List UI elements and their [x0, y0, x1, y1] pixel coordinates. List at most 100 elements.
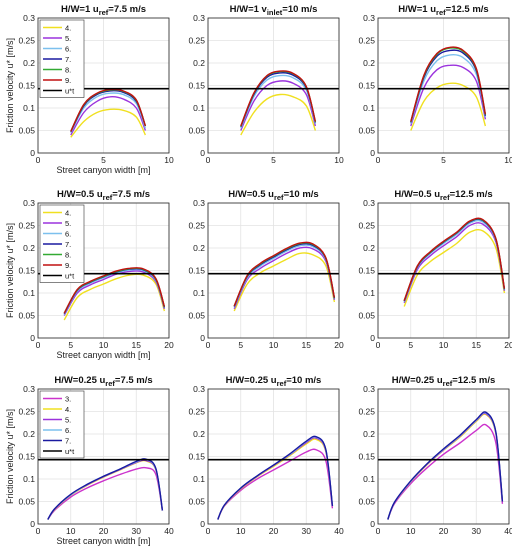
y-tick-label: 0.05 — [358, 497, 375, 507]
x-tick-label: 15 — [472, 340, 482, 350]
data-layer — [38, 87, 169, 138]
y-tick-label: 0.15 — [188, 81, 205, 91]
x-tick-label: 20 — [99, 526, 109, 536]
y-tick-label: 0.2 — [193, 429, 205, 439]
series-line-7 — [387, 411, 504, 520]
y-tick-label: 0 — [200, 148, 205, 158]
x-tick-label: 10 — [99, 340, 109, 350]
y-tick-label: 0.15 — [358, 452, 375, 462]
subplot-2: 0 0.05 0.1 0.15 0.2 0.25 0.3 0 5 10 H/W=1 vinlet=1… — [188, 4, 344, 165]
data-layer — [378, 411, 509, 520]
axes-frame — [207, 202, 340, 339]
y-tick-label: 0.3 — [193, 384, 205, 394]
y-tick-label: 0.15 — [188, 452, 205, 462]
y-tick-label: 0 — [30, 519, 35, 529]
legend-label: u*t — [65, 272, 75, 281]
legend-box — [39, 390, 85, 459]
x-tick-label: 40 — [504, 526, 512, 536]
y-tick-label: 0.2 — [193, 243, 205, 253]
subplot-7: 0 0.05 0.1 0.15 0.2 0.25 0.3 0 10 20 30 40 H/W=0.25 … — [5, 375, 174, 546]
y-tick-label: 0.1 — [363, 474, 375, 484]
subplot-title: H/W=0.5 uref=12.5 m/s — [394, 189, 492, 202]
legend-label: 6. — [65, 230, 71, 239]
x-tick-label: 15 — [302, 340, 312, 350]
x-tick-label: 0 — [206, 155, 211, 165]
series-line-5 — [403, 222, 506, 304]
axes-frame — [207, 388, 340, 525]
legend-label: 8. — [65, 251, 71, 260]
data-layer — [38, 458, 169, 520]
series-line-6 — [70, 92, 147, 134]
x-tick-label: 10 — [504, 155, 512, 165]
subplot-9: 0 0.05 0.1 0.15 0.2 0.25 0.3 0 10 20 30 40 H/W=0.25 … — [358, 375, 512, 536]
y-tick-label: 0.3 — [363, 13, 375, 23]
legend: 4.5. 6.7. 8.9. u*t — [39, 204, 85, 283]
x-tick-label: 0 — [376, 340, 381, 350]
x-tick-label: 0 — [376, 526, 381, 536]
series-line-9 — [403, 217, 506, 301]
legend-label: 9. — [65, 261, 71, 270]
x-tick-label: 40 — [334, 526, 344, 536]
y-tick-label: 0.15 — [188, 266, 205, 276]
x-tick-label: 5 — [68, 340, 73, 350]
y-tick-label: 0 — [370, 519, 375, 529]
subplot-5: 0 0.05 0.1 0.15 0.2 0.25 0.3 0 5 10 15 20 H/W=0.5 ur… — [188, 189, 344, 350]
x-tick-label: 10 — [269, 340, 279, 350]
x-tick-label: 10 — [236, 526, 246, 536]
y-tick-label: 0 — [200, 519, 205, 529]
legend-label: 7. — [65, 240, 71, 249]
y-tick-label: 0.2 — [23, 429, 35, 439]
y-tick-label: 0.25 — [188, 221, 205, 231]
y-tick-label: 0.15 — [358, 81, 375, 91]
x-tick-label: 20 — [504, 340, 512, 350]
series-line-5 — [410, 64, 487, 127]
series-line-7 — [47, 458, 164, 520]
x-tick-label: 5 — [271, 155, 276, 165]
y-tick-label: 0 — [30, 333, 35, 343]
axes-frame — [377, 17, 510, 154]
y-tick-label: 0.3 — [23, 13, 35, 23]
y-tick-label: 0.3 — [23, 384, 35, 394]
legend-label: 6. — [65, 426, 71, 435]
legend-label: 7. — [65, 55, 71, 64]
series-line-4 — [403, 228, 506, 307]
y-tick-label: 0.2 — [193, 58, 205, 68]
x-tick-label: 10 — [439, 340, 449, 350]
x-tick-label: 15 — [132, 340, 142, 350]
subplot-3: 0 0.05 0.1 0.15 0.2 0.25 0.3 0 5 10 H/W=1 uref=12.… — [358, 4, 512, 165]
y-tick-label: 0 — [200, 333, 205, 343]
y-tick-label: 0.2 — [363, 243, 375, 253]
legend-label: 4. — [65, 209, 71, 218]
axes-frame — [37, 202, 170, 339]
subplot-8: 0 0.05 0.1 0.15 0.2 0.25 0.3 0 10 20 30 40 H/W=0.25 … — [188, 375, 344, 536]
x-tick-label: 0 — [206, 526, 211, 536]
y-tick-label: 0.2 — [363, 58, 375, 68]
y-axis-label: Friction velocity u* [m/s] — [5, 409, 15, 504]
series-line-3 — [387, 423, 504, 520]
y-tick-label: 0.1 — [193, 103, 205, 113]
data-layer — [208, 241, 339, 312]
legend-label: u*t — [65, 447, 75, 456]
data-layer — [378, 217, 509, 307]
y-tick-label: 0.3 — [23, 198, 35, 208]
data-layer — [38, 267, 169, 321]
series-line-9 — [233, 241, 336, 307]
legend-label: 5. — [65, 416, 71, 425]
x-tick-label: 30 — [132, 526, 142, 536]
x-axis-label: Street canyon width [m] — [56, 165, 150, 175]
y-tick-label: 0.25 — [188, 36, 205, 46]
series-line-5 — [233, 246, 336, 310]
x-tick-label: 20 — [334, 340, 344, 350]
subplot-6: 0 0.05 0.1 0.15 0.2 0.25 0.3 0 5 10 15 20 H/W=0.5 ur… — [358, 189, 512, 350]
x-tick-label: 40 — [164, 526, 174, 536]
x-tick-label: 10 — [334, 155, 344, 165]
series-line-9 — [240, 70, 317, 127]
x-axis-label: Street canyon width [m] — [56, 536, 150, 546]
y-tick-label: 0.2 — [363, 429, 375, 439]
legend-label: 5. — [65, 34, 71, 43]
x-tick-label: 10 — [66, 526, 76, 536]
x-tick-label: 10 — [164, 155, 174, 165]
y-tick-label: 0.1 — [363, 288, 375, 298]
y-tick-label: 0.3 — [193, 198, 205, 208]
